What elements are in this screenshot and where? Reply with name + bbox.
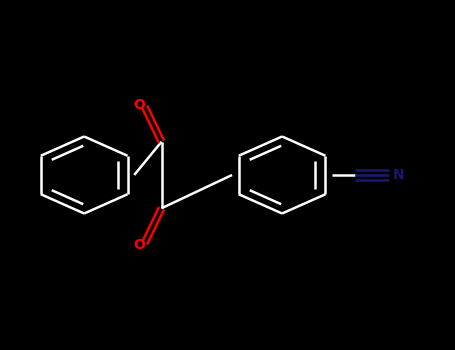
Text: N: N — [393, 168, 405, 182]
Text: O: O — [133, 98, 145, 112]
Text: O: O — [133, 238, 145, 252]
